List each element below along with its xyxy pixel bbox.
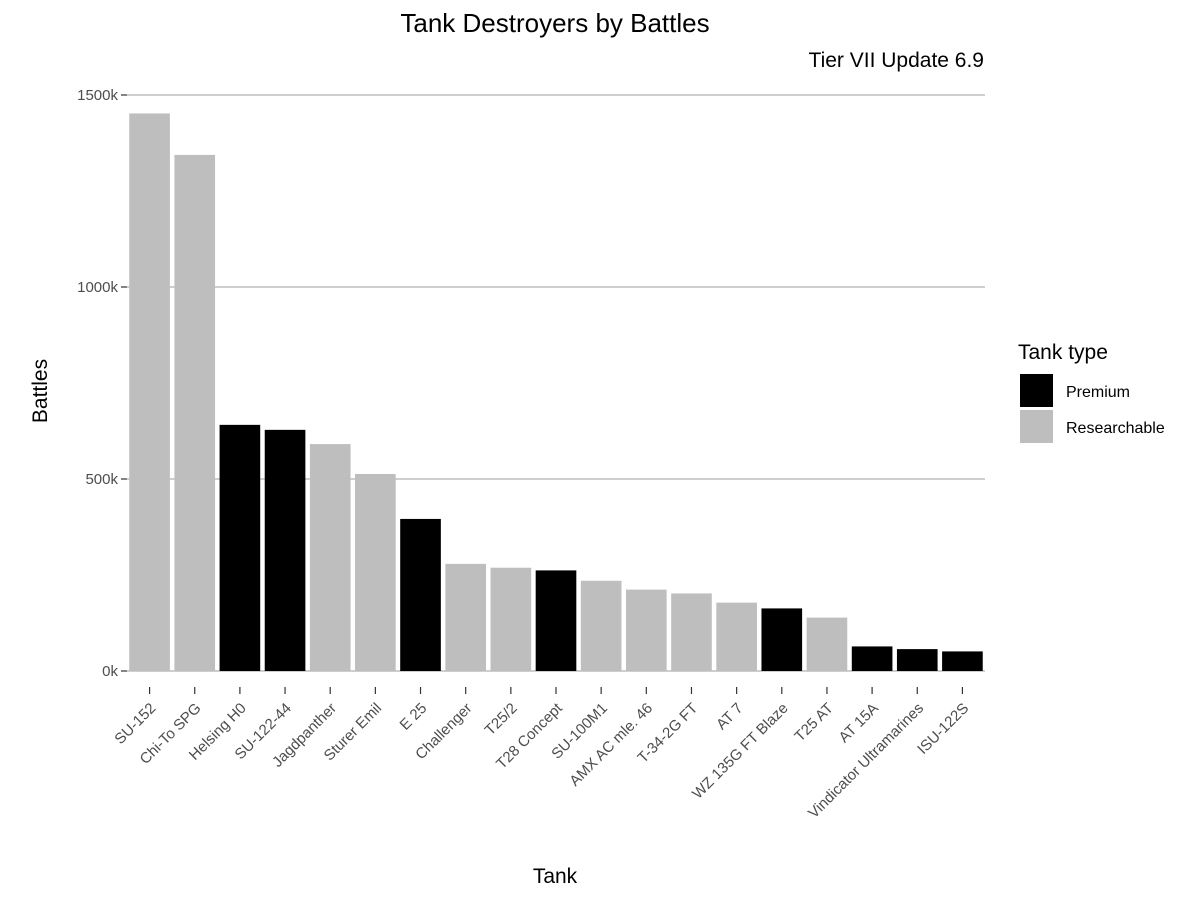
bar-t25-2 xyxy=(490,567,532,671)
chart-title: Tank Destroyers by Battles xyxy=(400,8,709,38)
bar-vindicator-ultramarines xyxy=(896,649,938,671)
bar-isu-122s xyxy=(942,651,983,671)
bar-amx-ac-mle-46 xyxy=(625,589,667,671)
x-tick-label: T25/2 xyxy=(482,700,521,739)
y-tick-label: 1500k xyxy=(77,87,118,104)
x-axis-title: Tank xyxy=(533,865,578,888)
bars xyxy=(129,113,983,672)
bar-wz-135g-ft-blaze xyxy=(761,608,803,671)
legend-swatch-researchable xyxy=(1020,410,1053,443)
bar-su-100m1 xyxy=(580,580,622,671)
legend-swatch-premium xyxy=(1020,374,1053,407)
bar-t-34-2g-ft xyxy=(671,593,712,671)
y-tick-label: 1000k xyxy=(77,279,118,296)
bar-sturer-emil xyxy=(355,474,396,671)
x-tick-label: AMX AC mle. 46 xyxy=(566,700,656,790)
x-tick-label: T25 AT xyxy=(791,700,836,745)
legend: Tank type Premium Researchable xyxy=(1018,341,1165,443)
bar-t28-concept xyxy=(535,570,577,671)
y-tick-label: 500k xyxy=(85,471,118,488)
bar-chi-to-spg xyxy=(174,154,216,672)
x-tick-label: AT 7 xyxy=(713,700,746,733)
legend-label-premium: Premium xyxy=(1066,384,1130,401)
bar-t25-at xyxy=(806,617,848,671)
x-tick-label: E 25 xyxy=(397,700,431,734)
y-tick-label: 0k xyxy=(102,663,118,680)
bar-e-25 xyxy=(400,518,441,671)
bar-su-152 xyxy=(129,113,170,671)
y-axis-title: Battles xyxy=(29,359,52,423)
bar-challenger xyxy=(445,563,487,671)
bar-at-15a xyxy=(851,646,893,671)
bar-su-122-44 xyxy=(264,429,306,671)
bar-at-7 xyxy=(716,602,757,671)
chart-subtitle: Tier VII Update 6.9 xyxy=(809,49,984,72)
legend-label-researchable: Researchable xyxy=(1066,420,1165,437)
legend-title: Tank type xyxy=(1018,341,1108,364)
bar-helsing-h0 xyxy=(219,424,261,671)
bar-jagdpanther xyxy=(309,444,351,671)
